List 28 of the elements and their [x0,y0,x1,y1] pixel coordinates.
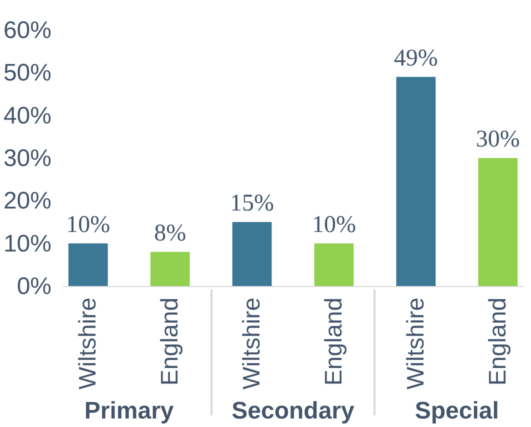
bar [396,76,436,286]
text: England [320,298,348,386]
text: Wiltshire [74,297,102,390]
text: Wiltshire [238,297,266,390]
bar [68,243,108,286]
text: England [484,298,512,386]
y-tick-label: 0% [16,273,52,300]
data-label: 49% [394,45,438,72]
data-label: 30% [476,126,520,152]
y-tick-label: 60% [3,17,52,44]
bar [314,243,354,286]
data-label: 10% [66,212,110,238]
y-tick-label: 30% [3,145,52,172]
data-label: 10% [312,212,356,238]
text: England [156,298,184,386]
x-tick-label: Primary [84,398,174,425]
y-tick-label: 20% [3,188,52,215]
y-tick-label: 50% [3,60,52,87]
data-label: 15% [230,190,274,216]
y-tick-label: 40% [3,102,52,130]
bar [232,222,272,286]
text: Wiltshire [402,297,430,390]
bar [150,252,190,286]
bar [478,158,518,286]
x-tick-label: Secondary [232,398,356,425]
x-tick-label: Special [414,398,499,425]
data-label: 8% [154,220,186,246]
y-tick-label: 10% [3,230,52,258]
